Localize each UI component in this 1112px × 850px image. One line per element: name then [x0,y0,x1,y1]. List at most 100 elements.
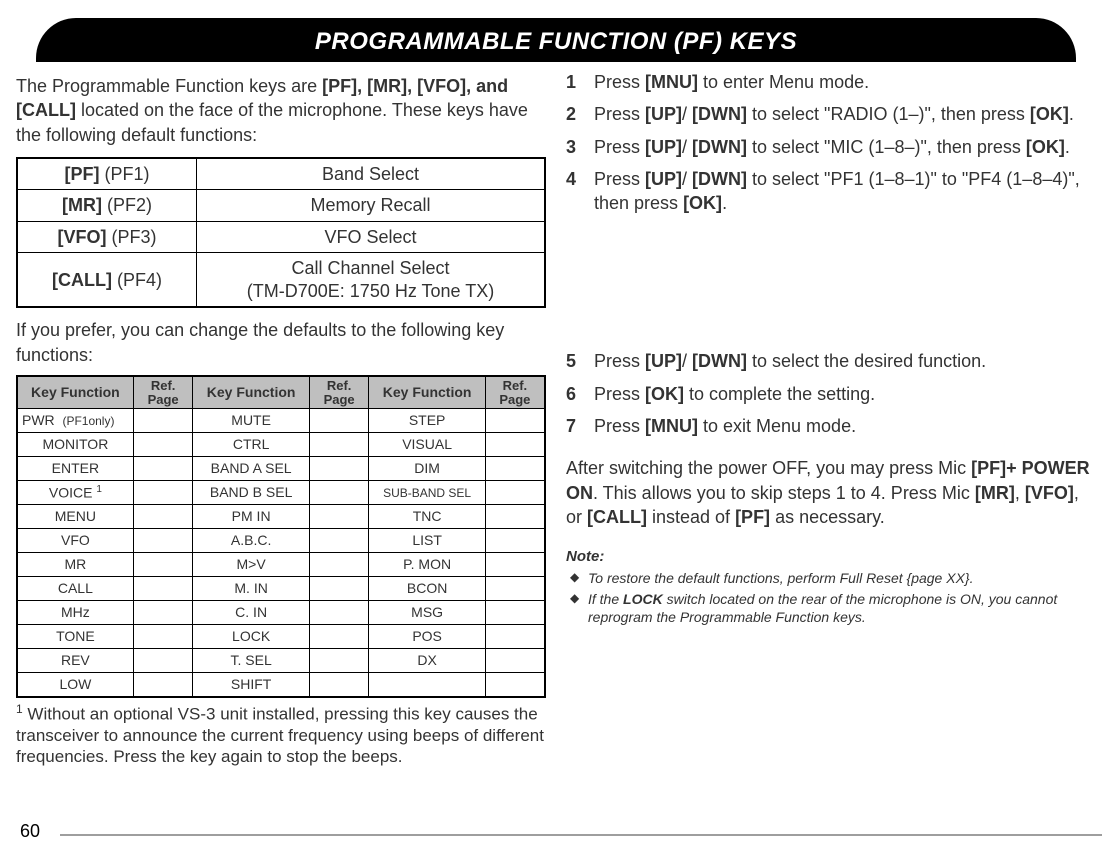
defaults-key: [CALL] (PF4) [17,253,197,308]
func-cell: DIM [369,457,485,481]
func-cell: LIST [369,529,485,553]
refpage-cell [133,529,193,553]
refpage-cell [309,505,369,529]
func-cell: VFO [17,529,133,553]
lcd-display-placeholder [566,225,1096,335]
refpage-cell [133,553,193,577]
footnote-sup: 1 [16,702,23,716]
th-keyfunc-2: Key Function [193,376,309,409]
refpage-cell [309,624,369,648]
refpage-cell [133,433,193,457]
note-item: To restore the default functions, perfor… [570,570,1096,588]
refpage-cell [309,433,369,457]
refpage-cell [309,480,369,505]
after-text: After switching the power OFF, you may p… [566,456,1096,529]
refpage-cell [485,577,545,601]
func-cell: M>V [193,553,309,577]
defaults-key: [MR] (PF2) [17,190,197,222]
left-column: The Programmable Function keys are [PF],… [6,70,556,767]
refpage-cell [485,529,545,553]
defaults-func: Call Channel Select(TM-D700E: 1750 Hz To… [197,253,545,308]
step-item: Press [UP]/ [DWN] to select "MIC (1–8–)"… [566,135,1096,159]
refpage-cell [133,601,193,625]
refpage-cell [485,672,545,696]
func-cell: BAND A SEL [193,457,309,481]
refpage-cell [485,505,545,529]
step-item: Press [MNU] to enter Menu mode. [566,70,1096,94]
func-cell: A.B.C. [193,529,309,553]
refpage-cell [309,529,369,553]
func-cell: DX [369,648,485,672]
refpage-cell [485,624,545,648]
th-refpage-1: Ref.Page [133,376,193,409]
refpage-cell [485,433,545,457]
note-item: If the LOCK switch located on the rear o… [570,591,1096,626]
func-cell: P. MON [369,553,485,577]
step-item: Press [UP]/ [DWN] to select the desired … [566,349,1096,373]
func-cell: T. SEL [193,648,309,672]
refpage-cell [133,480,193,505]
func-cell: MR [17,553,133,577]
func-cell: MUTE [193,409,309,433]
refpage-cell [133,648,193,672]
func-cell: CALL [17,577,133,601]
func-cell [369,672,485,696]
steps-list-a: Press [MNU] to enter Menu mode. Press [UP… [566,70,1096,215]
func-cell: TNC [369,505,485,529]
refpage-cell [485,601,545,625]
refpage-cell [309,457,369,481]
func-cell: VOICE 1 [17,480,133,505]
step-item: Press [UP]/ [DWN] to select "RADIO (1–)"… [566,102,1096,126]
func-cell: ENTER [17,457,133,481]
refpage-cell [309,409,369,433]
func-cell: M. IN [193,577,309,601]
refpage-cell [133,409,193,433]
page-title: PROGRAMMABLE FUNCTION (PF) KEYS [36,18,1076,62]
func-cell: PM IN [193,505,309,529]
th-keyfunc-1: Key Function [17,376,133,409]
func-cell: LOCK [193,624,309,648]
th-refpage-2: Ref.Page [309,376,369,409]
func-cell: REV [17,648,133,672]
steps-list-b: Press [UP]/ [DWN] to select the desired … [566,349,1096,438]
footnote: 1 Without an optional VS-3 unit installe… [16,702,546,767]
page-number: 60 [20,821,40,842]
refpage-cell [485,409,545,433]
intro-paragraph: The Programmable Function keys are [PF],… [16,74,546,147]
notes-list: To restore the default functions, perfor… [566,570,1096,627]
refpage-cell [133,577,193,601]
subhead-text: If you prefer, you can change the defaul… [16,318,546,367]
func-cell: MONITOR [17,433,133,457]
defaults-table: [PF] (PF1)Band Select[MR] (PF2)Memory Re… [16,157,546,309]
refpage-cell [309,577,369,601]
right-column: Press [MNU] to enter Menu mode. Press [UP… [556,70,1106,767]
refpage-cell [485,553,545,577]
func-cell: MENU [17,505,133,529]
func-cell: C. IN [193,601,309,625]
refpage-cell [485,457,545,481]
refpage-cell [485,648,545,672]
intro-text-a: The Programmable Function keys are [16,76,322,96]
defaults-func: Memory Recall [197,190,545,222]
step-item: Press [UP]/ [DWN] to select "PF1 (1–8–1)… [566,167,1096,216]
footer-rule [60,834,1102,836]
refpage-cell [133,672,193,696]
refpage-cell [309,648,369,672]
func-cell: SUB-BAND SEL [369,480,485,505]
th-refpage-3: Ref.Page [485,376,545,409]
refpage-cell [133,505,193,529]
content-columns: The Programmable Function keys are [PF],… [6,70,1106,767]
func-cell: CTRL [193,433,309,457]
refpage-cell [133,624,193,648]
note-label: Note: [566,547,1096,567]
refpage-cell [133,457,193,481]
func-cell: VISUAL [369,433,485,457]
refpage-cell [485,480,545,505]
th-keyfunc-3: Key Function [369,376,485,409]
func-cell: BCON [369,577,485,601]
defaults-func: VFO Select [197,221,545,253]
func-cell: PWR (PF1only) [17,409,133,433]
refpage-cell [309,601,369,625]
refpage-cell [309,672,369,696]
step-item: Press [MNU] to exit Menu mode. [566,414,1096,438]
